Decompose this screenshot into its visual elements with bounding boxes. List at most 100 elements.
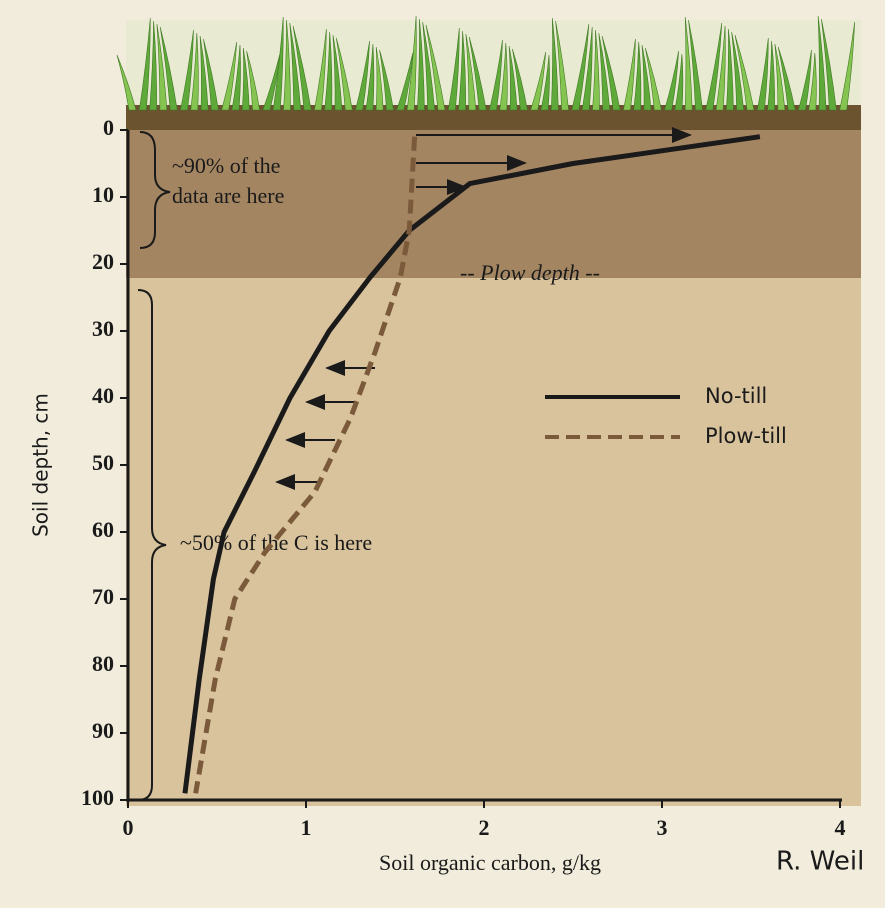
grass-blade	[458, 30, 466, 111]
data-line	[193, 136, 418, 794]
grass-blade	[314, 28, 327, 111]
grass-blade	[283, 19, 291, 111]
y-tick-label: 30	[92, 316, 114, 341]
grass-blade	[324, 31, 333, 111]
grass-blade	[336, 37, 353, 111]
grass-blade	[641, 44, 652, 111]
grass-blade	[530, 51, 546, 111]
grass-blade	[645, 47, 662, 111]
x-tick-label: 0	[123, 815, 134, 840]
y-tick-label: 10	[92, 182, 114, 207]
grass-blade	[379, 49, 394, 111]
grass-blade	[355, 40, 370, 111]
grass-blade	[159, 26, 178, 111]
grass-blade	[540, 54, 550, 111]
grass-blade	[798, 49, 812, 111]
y-tick-label: 70	[92, 584, 114, 609]
grass-blade	[116, 54, 137, 111]
grass-blade	[674, 53, 684, 111]
grass-blade	[705, 22, 723, 111]
x-tick-label: 2	[479, 815, 490, 840]
x-tick-label: 1	[301, 815, 312, 840]
grass-blade	[731, 31, 745, 111]
brace	[137, 289, 167, 801]
grass-blade	[555, 20, 569, 111]
grass-blade	[756, 37, 769, 111]
y-tick-label: 50	[92, 450, 114, 475]
grass-blade	[190, 32, 199, 111]
x-tick-label: 3	[657, 815, 668, 840]
grass-blade	[684, 16, 693, 111]
grass-blade	[664, 50, 679, 111]
subsoil	[126, 278, 861, 806]
grass-blade	[633, 41, 642, 111]
grass-blade	[149, 20, 157, 111]
annotation: -- Plow depth --	[460, 260, 600, 285]
grass-blade	[422, 21, 436, 111]
y-tick-label: 20	[92, 249, 114, 274]
grass-blade	[241, 47, 250, 111]
annotation: ~90% of the	[172, 153, 280, 178]
grass-blade	[465, 33, 477, 111]
grass-blade	[289, 22, 302, 111]
grass-blade	[425, 24, 446, 111]
grass-blade	[767, 40, 775, 111]
brace	[139, 131, 171, 249]
grass-blade	[839, 21, 855, 111]
grass-blade	[365, 43, 375, 111]
grass-blade	[512, 48, 528, 111]
grass-blade	[292, 25, 312, 111]
grass-blade	[774, 43, 786, 111]
grass-blade	[272, 16, 284, 111]
grass-blade	[726, 28, 734, 111]
grass-blade	[592, 29, 600, 111]
grass-blade	[231, 44, 241, 111]
grass	[116, 15, 855, 111]
grass-blade	[199, 35, 209, 111]
grass-blade	[817, 15, 827, 111]
y-tick-label: 0	[103, 115, 114, 140]
plow-layer	[126, 130, 861, 278]
data-line	[182, 134, 761, 794]
annotation: ~50% of the C is here	[180, 530, 372, 555]
y-tick-label: 40	[92, 383, 114, 408]
grass-blade	[499, 42, 508, 111]
x-axis-label: Soil organic carbon, g/kg	[379, 850, 601, 875]
x-tick-label: 4	[835, 815, 846, 840]
credit: R. Weil	[776, 847, 864, 877]
grass-blade	[138, 17, 151, 111]
grass-blade	[598, 32, 611, 111]
grass-blade	[734, 34, 755, 111]
grass-blade	[808, 52, 817, 111]
grass-blade	[447, 27, 460, 111]
arrows	[275, 127, 692, 490]
grass-blade	[417, 18, 425, 111]
y-tick-label: 60	[92, 517, 114, 542]
grass-blade	[156, 23, 168, 111]
grass-blade	[777, 46, 796, 111]
y-tick-label: 80	[92, 651, 114, 676]
grass-blade	[571, 23, 590, 111]
grass-blade	[715, 25, 726, 111]
grass-blade	[601, 35, 621, 111]
grass-blade	[375, 46, 384, 111]
legend-label: Plow-till	[705, 424, 787, 448]
y-axis-label: Soil depth, cm	[29, 393, 53, 537]
legend-label: No-till	[705, 384, 767, 408]
grass-blade	[623, 38, 636, 111]
grass-blade	[468, 36, 487, 111]
grass-blade	[332, 34, 343, 111]
grass-blade	[246, 50, 260, 111]
grass-blade	[550, 17, 559, 111]
grass-blade	[489, 39, 503, 111]
grass-blade	[203, 38, 219, 111]
grass-blade	[688, 19, 703, 111]
y-tick-label: 90	[92, 718, 114, 743]
grass-blade	[221, 41, 237, 111]
grass-blade	[581, 26, 593, 111]
y-tick-label: 100	[81, 785, 114, 810]
grass-blade	[821, 18, 837, 111]
grass-blade	[180, 29, 194, 111]
grass-blade	[406, 15, 417, 111]
